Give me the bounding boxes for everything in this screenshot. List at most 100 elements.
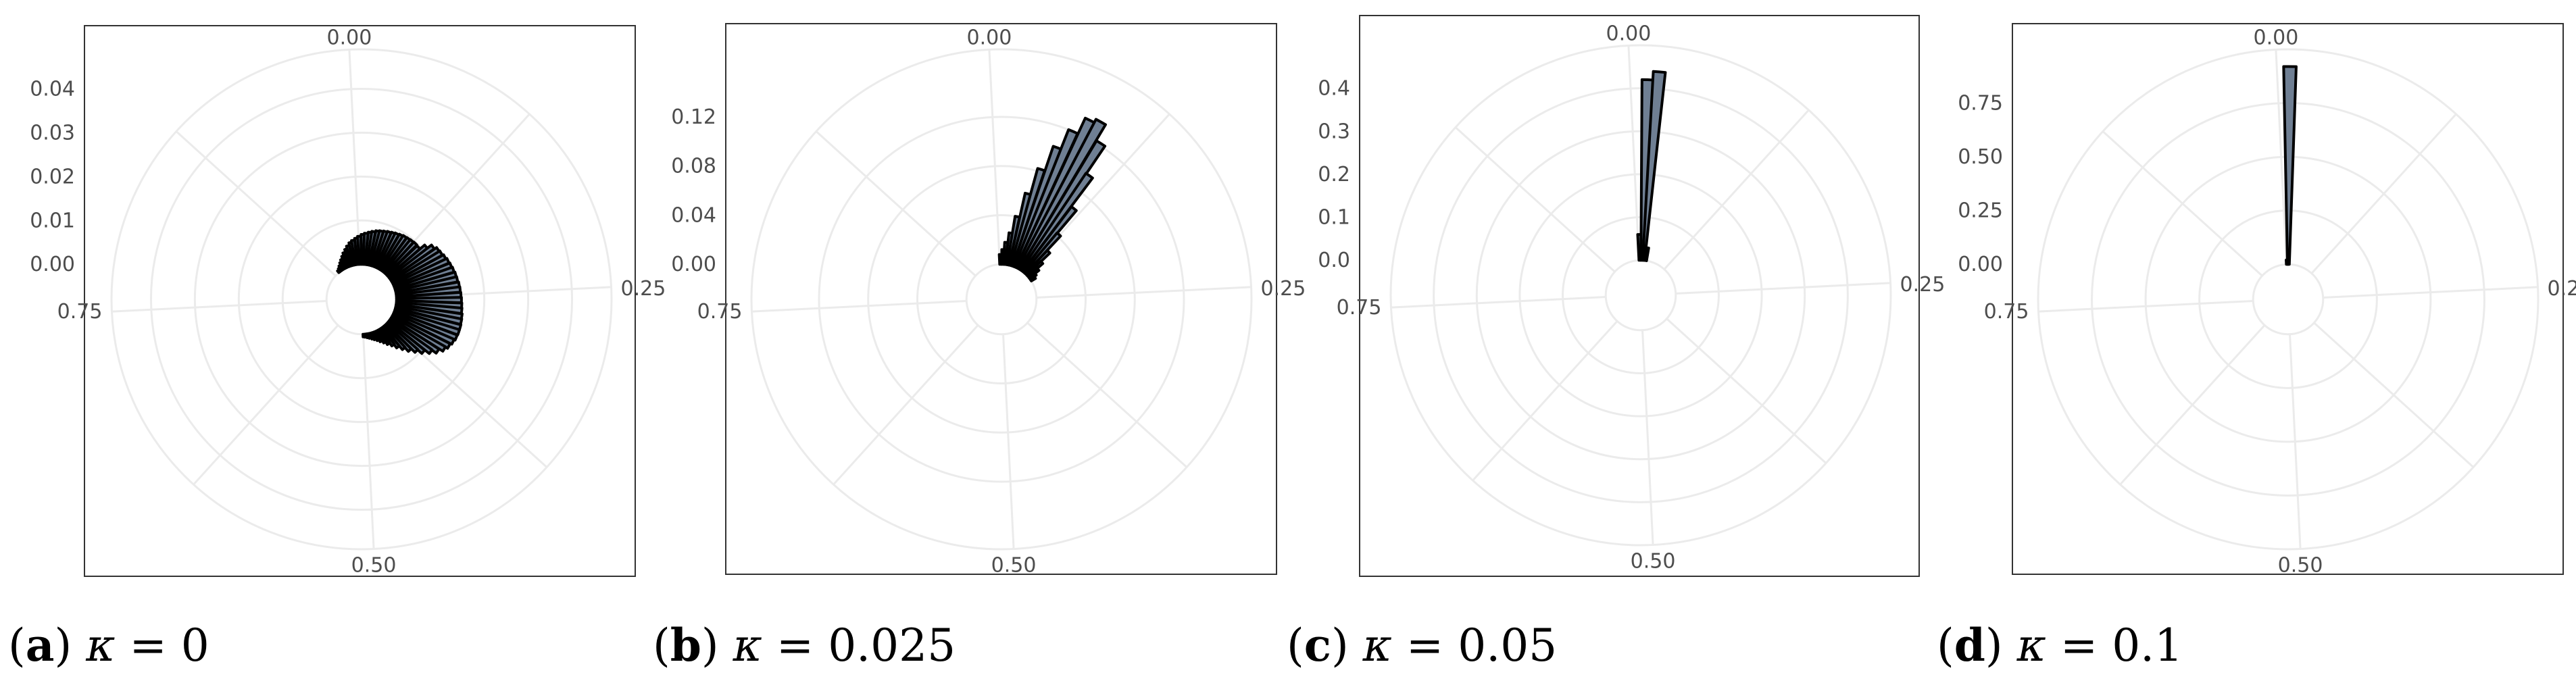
caption-value: 0.1 — [2112, 620, 2183, 672]
grid-circle-outer — [110, 48, 613, 551]
bars — [1636, 70, 1667, 262]
grid-circle — [149, 87, 574, 511]
radial-tick-labels: 0.00 0.01 0.02 0.03 0.04 — [30, 77, 75, 276]
grid-spoke — [815, 130, 976, 277]
bars — [997, 116, 1108, 282]
grid-spoke — [1666, 318, 1827, 464]
grid-spoke — [1026, 322, 1188, 468]
panel-b: 0.00 0.25 0.50 0.75 0.00 0.04 0.08 0.12 (b) κ = … — [653, 23, 1306, 672]
grid-circle — [818, 116, 1185, 483]
radial-tick-label: 0.08 — [671, 155, 716, 178]
grid-spoke — [1675, 282, 1891, 295]
angle-tick-label: 0.00 — [967, 26, 1012, 49]
angle-tick-label: 0.75 — [1984, 300, 2029, 324]
caption-value: 0.025 — [828, 620, 956, 672]
caption-symbol: κ — [733, 620, 762, 672]
grid-spoke — [2310, 113, 2457, 274]
radial-tick-label: 0.25 — [1958, 199, 2003, 223]
grid-spoke — [833, 324, 979, 486]
grid-spoke — [2313, 322, 2475, 468]
radial-tick-label: 0.12 — [671, 105, 716, 129]
caption-letter: d — [1954, 619, 1985, 672]
radial-tick-label: 0.4 — [1318, 77, 1350, 101]
radial-tick-labels: 0.0 0.1 0.2 0.3 0.4 — [1318, 77, 1350, 273]
angle-tick-labels: 0.00 0.25 0.50 0.75 — [1984, 26, 2576, 577]
angle-tick-label: 0.75 — [1337, 296, 1382, 320]
polar-grid — [110, 48, 613, 551]
angle-tick-label: 0.25 — [1261, 277, 1306, 301]
angle-tick-label: 0.75 — [697, 300, 743, 324]
angle-tick-label: 0.25 — [2548, 277, 2576, 301]
grid-spoke — [1472, 320, 1618, 482]
grid-circle — [867, 165, 1136, 434]
grid-spoke — [2038, 300, 2254, 313]
grid-spoke — [1002, 334, 1015, 549]
grid-spoke — [1641, 330, 1654, 545]
polar-grid — [1389, 44, 1892, 547]
radial-tick-label: 0.1 — [1318, 206, 1350, 230]
histogram-bar — [383, 241, 418, 276]
caption-letter: b — [670, 619, 701, 672]
bars — [336, 229, 464, 355]
panel-d: 0.00 0.25 0.50 0.75 0.00 0.25 0.50 0.75 (d) κ = … — [1937, 23, 2576, 672]
grid-spoke — [1627, 45, 1640, 261]
angle-tick-label: 0.00 — [2254, 26, 2299, 49]
angle-tick-label: 0.50 — [2278, 554, 2323, 578]
grid-spoke — [1391, 296, 1606, 309]
radial-tick-label: 0.02 — [30, 165, 75, 188]
caption-value: 0 — [181, 620, 209, 672]
radial-tick-label: 0.01 — [30, 209, 75, 232]
panel-caption: (d) κ = 0.1 — [1937, 619, 2183, 672]
grid-spoke — [2102, 130, 2263, 277]
angle-tick-labels: 0.00 0.25 0.50 0.75 — [1337, 22, 1946, 573]
panels: 0.000.250.500.750.000.010.020.030.04(a) … — [8, 15, 2576, 672]
polar-grid — [750, 48, 1253, 551]
grid-spoke — [751, 300, 967, 313]
histogram-bar — [362, 332, 367, 338]
panel-border — [84, 25, 636, 577]
angle-tick-label: 0.75 — [57, 300, 103, 324]
grid-spoke — [1663, 109, 1810, 270]
bars — [2282, 65, 2298, 266]
caption-symbol: κ — [2016, 620, 2046, 672]
grid-spoke — [193, 324, 339, 486]
radial-tick-label: 0.0 — [1318, 249, 1350, 272]
caption-value: 0.05 — [1458, 620, 1557, 672]
grid-circle — [193, 131, 530, 468]
panel-caption: (a) κ = 0 — [8, 619, 209, 672]
panel-caption: (b) κ = 0.025 — [653, 619, 956, 672]
grid-circle — [1604, 259, 1677, 332]
grid-spoke — [362, 334, 375, 549]
grid-spoke — [2323, 286, 2538, 299]
grid-circle-outer — [1389, 44, 1892, 547]
radial-tick-labels: 0.00 0.04 0.08 0.12 — [671, 105, 716, 276]
panel-border — [2012, 23, 2564, 575]
grid-spoke — [2119, 324, 2266, 486]
radial-tick-label: 0.00 — [30, 253, 75, 276]
grid-circle-outer — [750, 48, 1253, 551]
radial-tick-label: 0.00 — [671, 253, 716, 276]
radial-tick-label: 0.75 — [1958, 92, 2003, 116]
angle-tick-labels: 0.00 0.25 0.50 0.75 — [697, 26, 1306, 577]
grid-spoke — [112, 300, 327, 313]
caption-letter: a — [26, 619, 55, 672]
grid-spoke — [2275, 49, 2287, 265]
radial-tick-label: 0.04 — [671, 203, 716, 227]
angle-tick-label: 0.50 — [991, 554, 1037, 578]
polar-grid — [2037, 48, 2540, 551]
panel-a: 0.00 0.25 0.50 0.75 0.00 0.01 0.02 0.03 0.04 (a) … — [8, 25, 666, 672]
angle-tick-labels: 0.00 0.25 0.50 0.75 — [57, 26, 666, 577]
angle-tick-label: 0.00 — [1606, 22, 1652, 45]
grid-spoke — [175, 130, 337, 277]
grid-spoke — [988, 49, 1001, 265]
grid-circle-outer — [2037, 48, 2540, 551]
radial-tick-label: 0.50 — [1958, 145, 2003, 169]
angle-tick-label: 0.00 — [327, 26, 372, 49]
radial-tick-label: 0.04 — [30, 77, 75, 101]
grid-circle — [2252, 263, 2325, 336]
angle-tick-label: 0.50 — [351, 554, 397, 578]
histogram-bar — [1029, 275, 1037, 282]
caption-symbol: κ — [85, 620, 115, 672]
histogram-bar — [2282, 65, 2298, 266]
